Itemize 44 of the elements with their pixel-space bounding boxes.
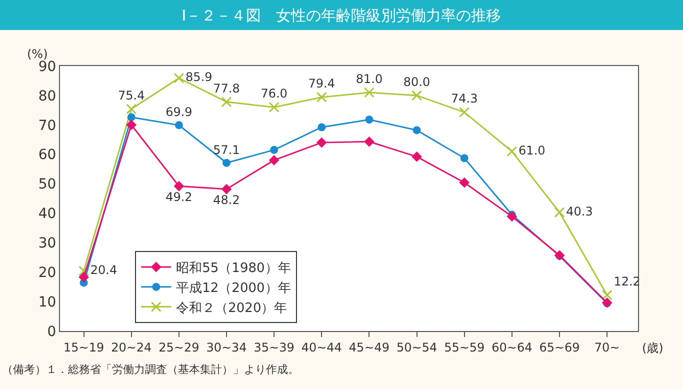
data-label: 80.0	[403, 74, 430, 89]
x-tick-label: 20~24	[111, 340, 152, 354]
y-tick-label: 10	[38, 294, 56, 310]
data-label: 48.2	[213, 193, 240, 208]
data-label: 57.1	[213, 142, 240, 157]
y-tick-label: 70	[38, 118, 56, 134]
data-label: 49.2	[166, 190, 192, 204]
y-tick-label: 0	[47, 324, 56, 340]
data-label: 40.3	[566, 204, 593, 218]
y-tick-label: 30	[38, 236, 56, 252]
chart-title: Ⅰ－２－４図 女性の年齢階級別労働力率の推移	[182, 6, 502, 24]
text: （備考）１．総務省「労働力調査（基本集計）」より作成。	[2, 363, 299, 376]
x-tick-label: 60~64	[492, 340, 532, 354]
y-tick-label: 20	[38, 265, 56, 282]
data-label: 61.0	[518, 143, 546, 158]
data-label: 79.4	[308, 76, 336, 91]
y-tick-label: 60	[38, 147, 56, 164]
x-axis-title: (歳)	[642, 341, 664, 355]
x-tick-label: 25~29	[158, 340, 200, 354]
legend-label: 平成12（2000）年	[176, 280, 291, 296]
legend-label: 昭和55（1980）年	[176, 261, 291, 276]
legend-label: 令和２（2020）年	[176, 300, 288, 316]
data-label: 74.3	[451, 92, 478, 106]
y-tick-label: 50	[38, 176, 56, 193]
data-label: 85.9	[186, 70, 212, 84]
data-label: 77.8	[213, 81, 240, 96]
data-label: 81.0	[356, 72, 383, 86]
x-tick-label: 70~	[594, 340, 620, 354]
x-tick-label: 45~49	[348, 340, 390, 354]
x-tick-label: 55~59	[444, 340, 485, 354]
data-label: 75.4	[118, 88, 145, 102]
y-tick-label: 40	[38, 206, 56, 222]
y-axis-title: (%)	[27, 47, 48, 61]
y-tick-label: 90	[38, 58, 56, 75]
data-label: 76.0	[260, 86, 288, 101]
x-tick-label: 35~39	[254, 340, 294, 354]
data-label: 69.9	[166, 105, 192, 120]
x-tick-label: 15~19	[63, 340, 104, 354]
x-tick-label: 65~69	[539, 340, 580, 354]
x-tick-label: 30~34	[206, 340, 247, 354]
x-tick-label: 40~44	[301, 340, 342, 354]
x-tick-label: 50~54	[396, 340, 438, 354]
y-tick-label: 80	[38, 88, 56, 104]
data-label: 20.4	[90, 262, 118, 277]
